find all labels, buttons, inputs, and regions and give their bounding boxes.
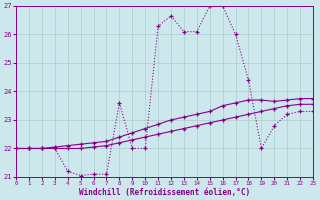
X-axis label: Windchill (Refroidissement éolien,°C): Windchill (Refroidissement éolien,°C) (79, 188, 250, 197)
